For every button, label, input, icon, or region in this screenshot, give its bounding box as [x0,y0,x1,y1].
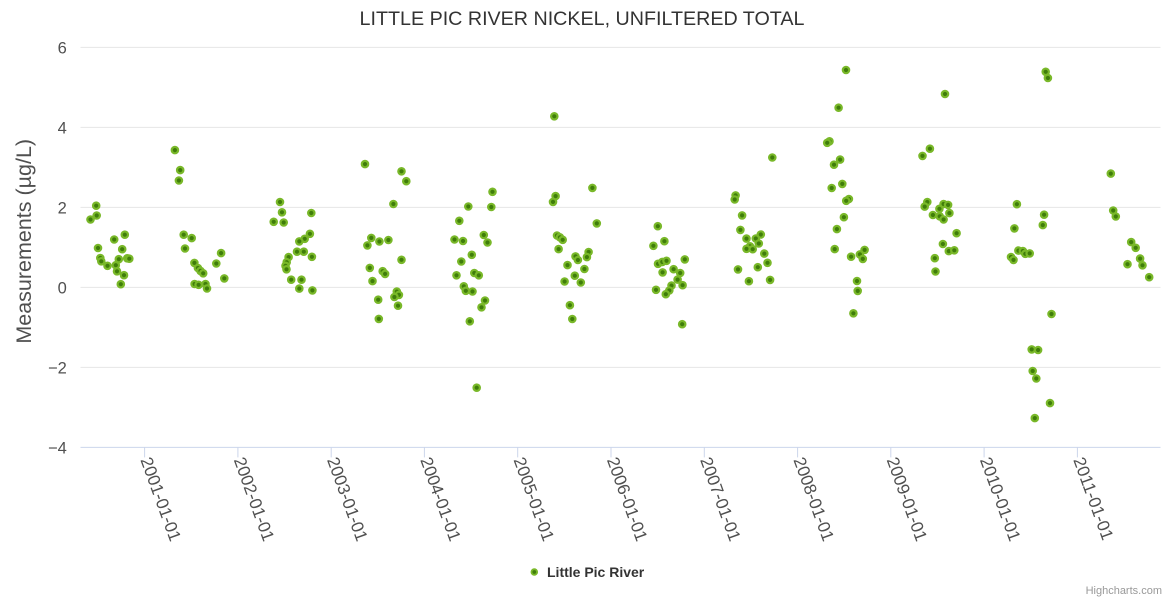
svg-text:−2: −2 [48,360,67,378]
svg-text:2: 2 [58,200,67,218]
svg-text:Highcharts.com: Highcharts.com [1086,585,1162,597]
svg-text:Little Pic River: Little Pic River [547,564,645,580]
svg-text:6: 6 [58,40,67,58]
svg-text:LITTLE PIC RIVER NICKEL, UNFIL: LITTLE PIC RIVER NICKEL, UNFILTERED TOTA… [360,8,805,30]
svg-text:0: 0 [58,280,67,298]
svg-text:−4: −4 [48,440,67,458]
svg-text:Measurements (µg/L): Measurements (µg/L) [12,139,36,344]
svg-text:4: 4 [58,120,67,138]
